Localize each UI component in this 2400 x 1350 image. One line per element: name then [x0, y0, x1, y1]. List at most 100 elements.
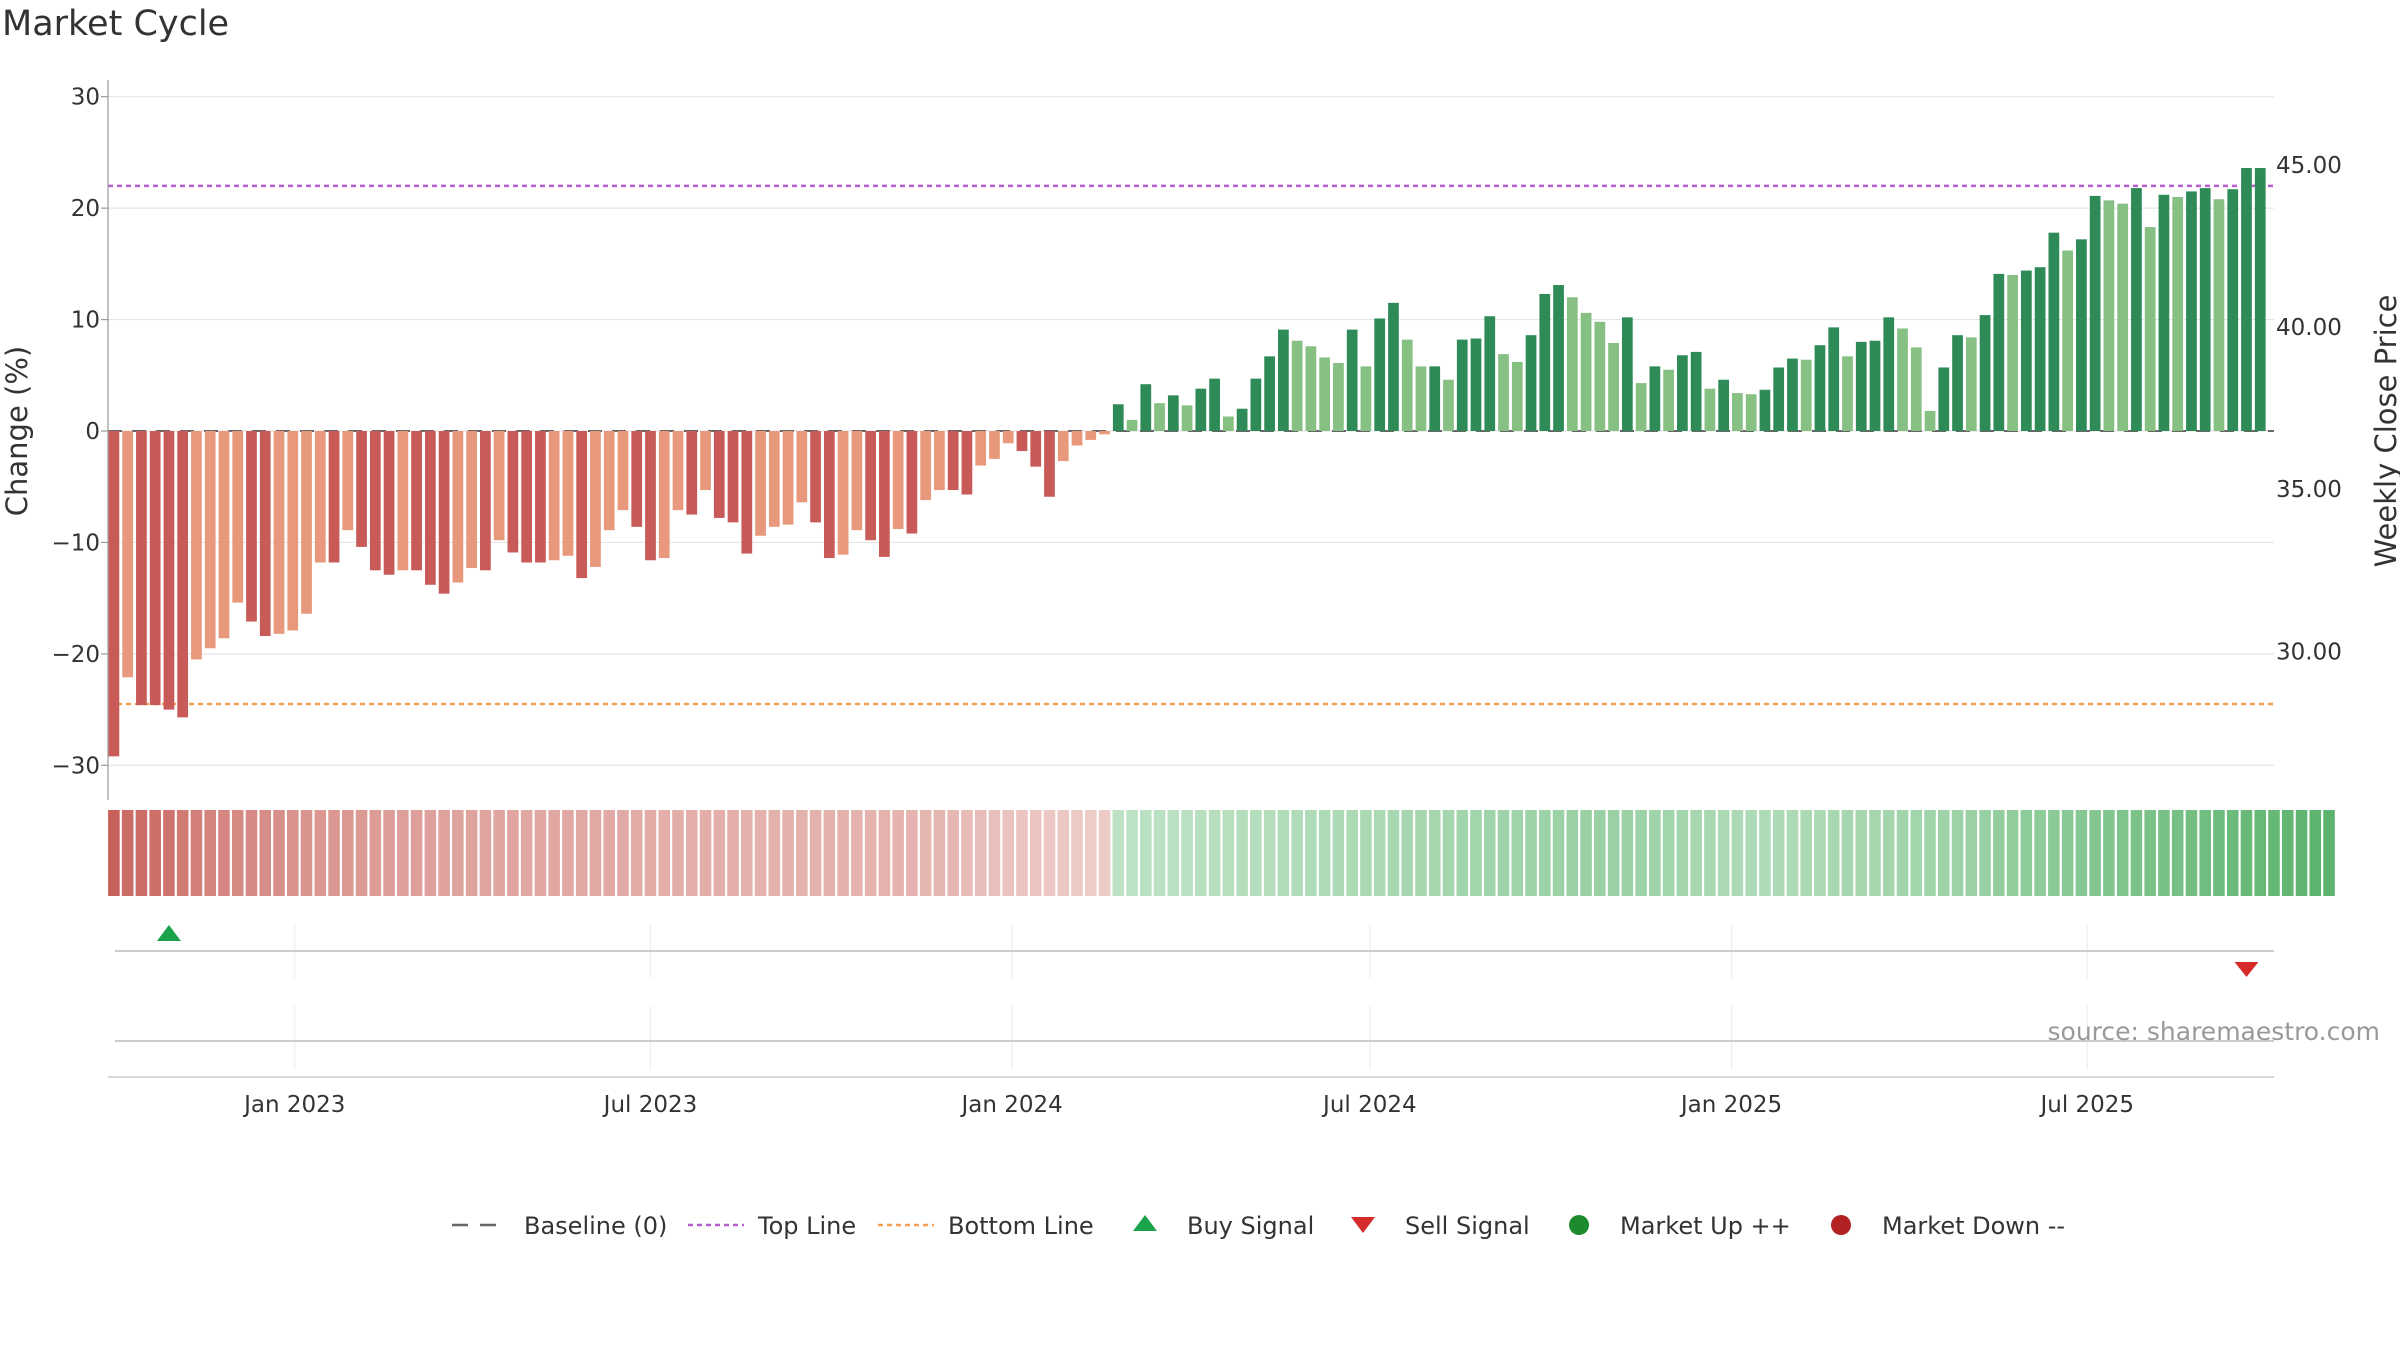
heat-cell	[2158, 810, 2170, 896]
change-bar	[1539, 293, 1551, 431]
change-bar	[1057, 431, 1069, 462]
heat-cell	[1965, 810, 1978, 896]
heat-cell	[1263, 810, 1276, 896]
change-bar	[1773, 367, 1785, 431]
y2-tick-label: 30.00	[2276, 639, 2342, 665]
heat-cell	[286, 810, 299, 896]
legend-label: Sell Signal	[1405, 1212, 1530, 1240]
change-bar	[1181, 405, 1193, 431]
change-bar	[1910, 347, 1922, 431]
change-bar	[1112, 404, 1124, 431]
heat-cell	[2185, 810, 2198, 896]
change-bar	[1085, 431, 1097, 440]
change-bar	[1264, 356, 1275, 431]
change-bar	[2241, 168, 2252, 431]
heat-cell	[1153, 810, 1166, 896]
heat-cell	[1951, 810, 1964, 896]
change-bar	[1278, 329, 1289, 431]
heat-cell	[1043, 810, 1056, 896]
y-tick-label: −10	[51, 530, 100, 556]
heat-cell	[2075, 810, 2088, 896]
heat-cell	[864, 810, 877, 896]
heat-cell	[1814, 810, 1826, 896]
legend-item-sell: Sell Signal	[1351, 1212, 1530, 1240]
change-bar	[218, 431, 230, 639]
heat-cell	[2144, 810, 2156, 896]
x-tick-label: Jan 2025	[1679, 1092, 1782, 1118]
heat-cell	[1786, 810, 1799, 896]
heat-cell	[809, 810, 822, 896]
legend-label: Market Up ++	[1620, 1212, 1791, 1240]
heat-cell	[713, 810, 726, 896]
heat-cell	[1938, 810, 1950, 896]
heat-cell	[2254, 810, 2267, 896]
heat-cell	[1993, 810, 2005, 896]
heat-cell	[1277, 810, 1290, 896]
heat-cell	[1387, 810, 1400, 896]
legend: Baseline (0) Top Line Bottom Line Buy Signa…	[452, 1212, 2065, 1240]
heat-cell	[2323, 810, 2335, 896]
heat-cell	[851, 810, 863, 896]
change-bar	[1952, 335, 1963, 431]
change-bar	[1718, 379, 1730, 431]
heat-cell	[1827, 810, 1840, 896]
heat-cell	[603, 810, 615, 896]
change-bar	[2144, 227, 2156, 431]
change-bar	[342, 431, 354, 531]
change-bar	[2254, 168, 2266, 431]
heat-cell	[919, 810, 932, 896]
heat-cell	[1483, 810, 1496, 896]
change-bar	[328, 431, 340, 563]
page-title: Market Cycle	[2, 4, 230, 44]
heat-cell	[796, 810, 808, 896]
change-bar	[2213, 199, 2225, 431]
heat-cell	[1731, 810, 1744, 896]
legend-item-buy: Buy Signal	[1133, 1212, 1314, 1240]
heat-cell	[768, 810, 781, 896]
heat-cell	[2006, 810, 2019, 896]
heat-cell	[1594, 810, 1606, 896]
change-bar	[136, 431, 147, 706]
heat-cell	[1855, 810, 1868, 896]
change-bar	[603, 431, 615, 531]
change-bar	[1333, 363, 1344, 431]
heat-cell	[2295, 810, 2308, 896]
heat-cell	[397, 810, 409, 896]
change-bar	[1594, 321, 1606, 431]
heat-cell	[589, 810, 602, 896]
change-bar	[1883, 317, 1895, 431]
change-bar	[1429, 366, 1441, 431]
heat-cell	[1539, 810, 1551, 896]
change-bar	[755, 431, 766, 536]
heat-cell	[1346, 810, 1358, 896]
heat-cell	[2034, 810, 2046, 896]
heat-cell	[1222, 810, 1235, 896]
heat-cell	[424, 810, 437, 896]
change-bar	[108, 431, 120, 757]
change-bar	[466, 431, 477, 569]
change-bar	[1071, 431, 1083, 446]
heat-cell	[108, 810, 120, 896]
change-bar	[1209, 378, 1220, 431]
y-tick-label: 10	[71, 308, 100, 334]
legend-label: Buy Signal	[1187, 1212, 1314, 1240]
change-bar	[149, 431, 161, 706]
change-bar	[2158, 194, 2170, 431]
change-bar	[1346, 329, 1358, 431]
change-bar	[259, 431, 271, 637]
change-bar	[521, 431, 533, 563]
change-bar	[1456, 339, 1468, 431]
change-bar	[507, 431, 519, 553]
heat-cell	[1621, 810, 1634, 896]
y-tick-label: 20	[71, 196, 100, 222]
change-bar	[906, 431, 918, 534]
heat-cell	[1401, 810, 1413, 896]
heat-cell	[2103, 810, 2115, 896]
heat-cell	[2281, 810, 2294, 896]
heat-cell	[1373, 810, 1386, 896]
heat-cell	[575, 810, 588, 896]
change-bar	[1580, 312, 1592, 431]
change-bar	[658, 431, 670, 559]
heat-cell	[892, 810, 904, 896]
change-bar	[424, 431, 436, 585]
